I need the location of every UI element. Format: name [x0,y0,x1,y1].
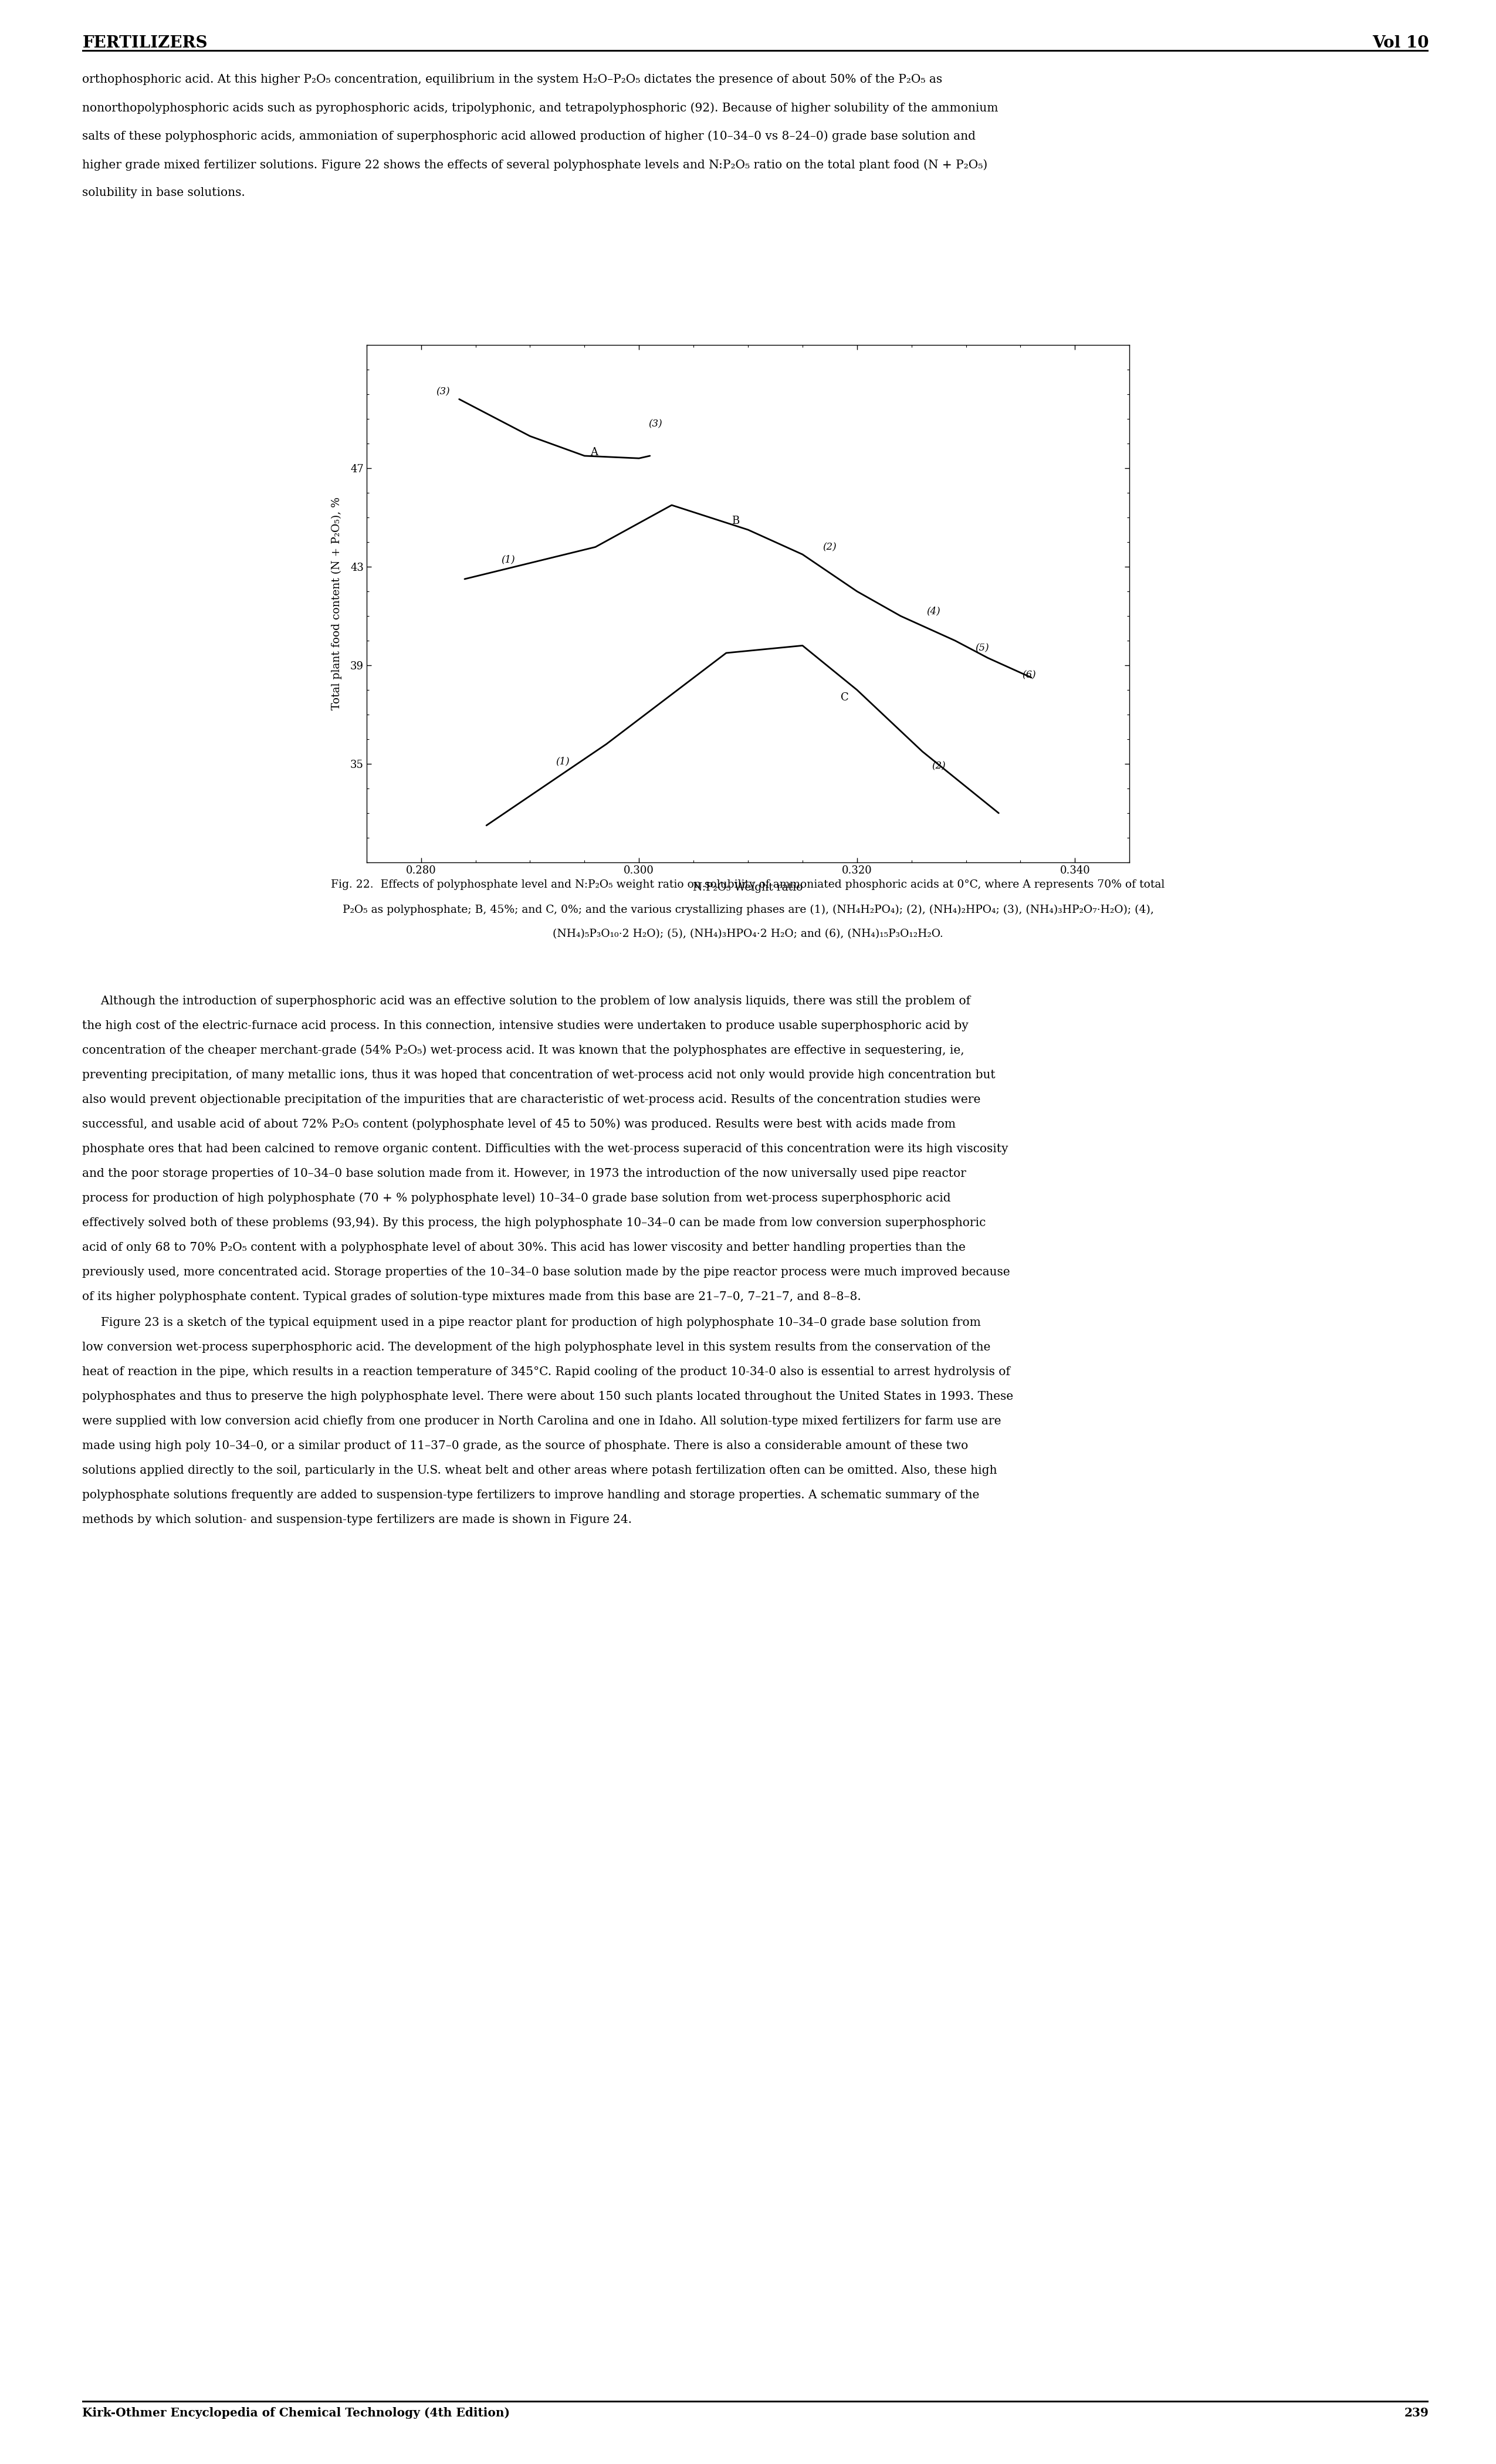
Text: low conversion wet-process superphosphoric acid. The development of the high pol: low conversion wet-process superphosphor… [82,1340,990,1353]
Text: Although the introduction of superphosphoric acid was an effective solution to t: Although the introduction of superphosph… [82,995,971,1008]
Text: salts of these polyphosphoric acids, ammoniation of superphosphoric acid allowed: salts of these polyphosphoric acids, amm… [82,131,975,143]
Text: C: C [841,692,848,702]
Text: P₂O₅ as polyphosphate; B, 45%; and C, 0%; and the various crystallizing phases a: P₂O₅ as polyphosphate; B, 45%; and C, 0%… [343,904,1153,914]
Text: orthophosphoric acid. At this higher P₂O₅ concentration, equilibrium in the syst: orthophosphoric acid. At this higher P₂O… [82,74,942,86]
Text: the high cost of the electric-furnace acid process. In this connection, intensiv: the high cost of the electric-furnace ac… [82,1020,968,1032]
Text: (2): (2) [823,542,836,552]
Text: polyphosphates and thus to preserve the high polyphosphate level. There were abo: polyphosphates and thus to preserve the … [82,1390,1013,1402]
Text: of its higher polyphosphate content. Typical grades of solution-type mixtures ma: of its higher polyphosphate content. Typ… [82,1291,862,1303]
X-axis label: N:P₂O₅ Weight ratio: N:P₂O₅ Weight ratio [693,882,803,892]
Text: A: A [589,446,597,458]
Text: solutions applied directly to the soil, particularly in the U.S. wheat belt and : solutions applied directly to the soil, … [82,1464,998,1476]
Text: acid of only 68 to 70% P₂O₅ content with a polyphosphate level of about 30%. Thi: acid of only 68 to 70% P₂O₅ content with… [82,1242,966,1254]
Text: heat of reaction in the pipe, which results in a reaction temperature of 345°C. : heat of reaction in the pipe, which resu… [82,1365,1010,1377]
Text: 239: 239 [1405,2407,1429,2420]
Text: solubility in base solutions.: solubility in base solutions. [82,187,245,200]
Text: higher grade mixed fertilizer solutions. Figure 22 shows the effects of several : higher grade mixed fertilizer solutions.… [82,158,987,170]
Text: made using high poly 10–34–0, or a similar product of 11–37–0 grade, as the sour: made using high poly 10–34–0, or a simil… [82,1439,968,1451]
Text: effectively solved both of these problems (93,94). By this process, the high pol: effectively solved both of these problem… [82,1217,986,1230]
Text: (3): (3) [648,419,663,429]
Text: (3): (3) [435,387,450,397]
Text: phosphate ores that had been calcined to remove organic content. Difficulties wi: phosphate ores that had been calcined to… [82,1143,1008,1156]
Text: (4): (4) [926,606,939,616]
Text: FERTILIZERS: FERTILIZERS [82,34,208,52]
Text: (5): (5) [975,643,989,653]
Text: (NH₄)₅P₃O₁₀·2 H₂O); (5), (NH₄)₃HPO₄·2 H₂O; and (6), (NH₄)₁₅P₃O₁₂H₂O.: (NH₄)₅P₃O₁₀·2 H₂O); (5), (NH₄)₃HPO₄·2 H₂… [552,929,944,939]
Text: were supplied with low conversion acid chiefly from one producer in North Caroli: were supplied with low conversion acid c… [82,1414,1001,1427]
Text: preventing precipitation, of many metallic ions, thus it was hoped that concentr: preventing precipitation, of many metall… [82,1069,995,1082]
Text: (2): (2) [932,761,945,771]
Text: also would prevent objectionable precipitation of the impurities that are charac: also would prevent objectionable precipi… [82,1094,981,1106]
Text: Figure 23 is a sketch of the typical equipment used in a pipe reactor plant for : Figure 23 is a sketch of the typical equ… [82,1316,981,1328]
Text: methods by which solution- and suspension-type fertilizers are made is shown in : methods by which solution- and suspensio… [82,1513,631,1525]
Text: (1): (1) [501,554,515,564]
Y-axis label: Total plant food content (N + P₂O₅), %: Total plant food content (N + P₂O₅), % [331,498,343,710]
Text: and the poor storage properties of 10–34–0 base solution made from it. However, : and the poor storage properties of 10–34… [82,1168,966,1180]
Text: successful, and usable acid of about 72% P₂O₅ content (polyphosphate level of 45: successful, and usable acid of about 72%… [82,1119,956,1131]
Text: polyphosphate solutions frequently are added to suspension-type fertilizers to i: polyphosphate solutions frequently are a… [82,1488,980,1501]
Text: B: B [732,515,739,527]
Text: Vol 10: Vol 10 [1372,34,1429,52]
Text: (6): (6) [1022,670,1037,680]
Text: concentration of the cheaper merchant-grade (54% P₂O₅) wet-process acid. It was : concentration of the cheaper merchant-gr… [82,1045,965,1057]
Text: previously used, more concentrated acid. Storage properties of the 10–34–0 base : previously used, more concentrated acid.… [82,1266,1010,1279]
Text: (1): (1) [557,756,570,766]
Text: nonorthopolyphosphoric acids such as pyrophosphoric acids, tripolyphonic, and te: nonorthopolyphosphoric acids such as pyr… [82,101,998,113]
Text: process for production of high polyphosphate (70 + % polyphosphate level) 10–34–: process for production of high polyphosp… [82,1193,951,1205]
Text: Fig. 22.  Effects of polyphosphate level and N:P₂O₅ weight ratio on solubility o: Fig. 22. Effects of polyphosphate level … [331,880,1165,890]
Text: Kirk-Othmer Encyclopedia of Chemical Technology (4th Edition): Kirk-Othmer Encyclopedia of Chemical Tec… [82,2407,510,2420]
